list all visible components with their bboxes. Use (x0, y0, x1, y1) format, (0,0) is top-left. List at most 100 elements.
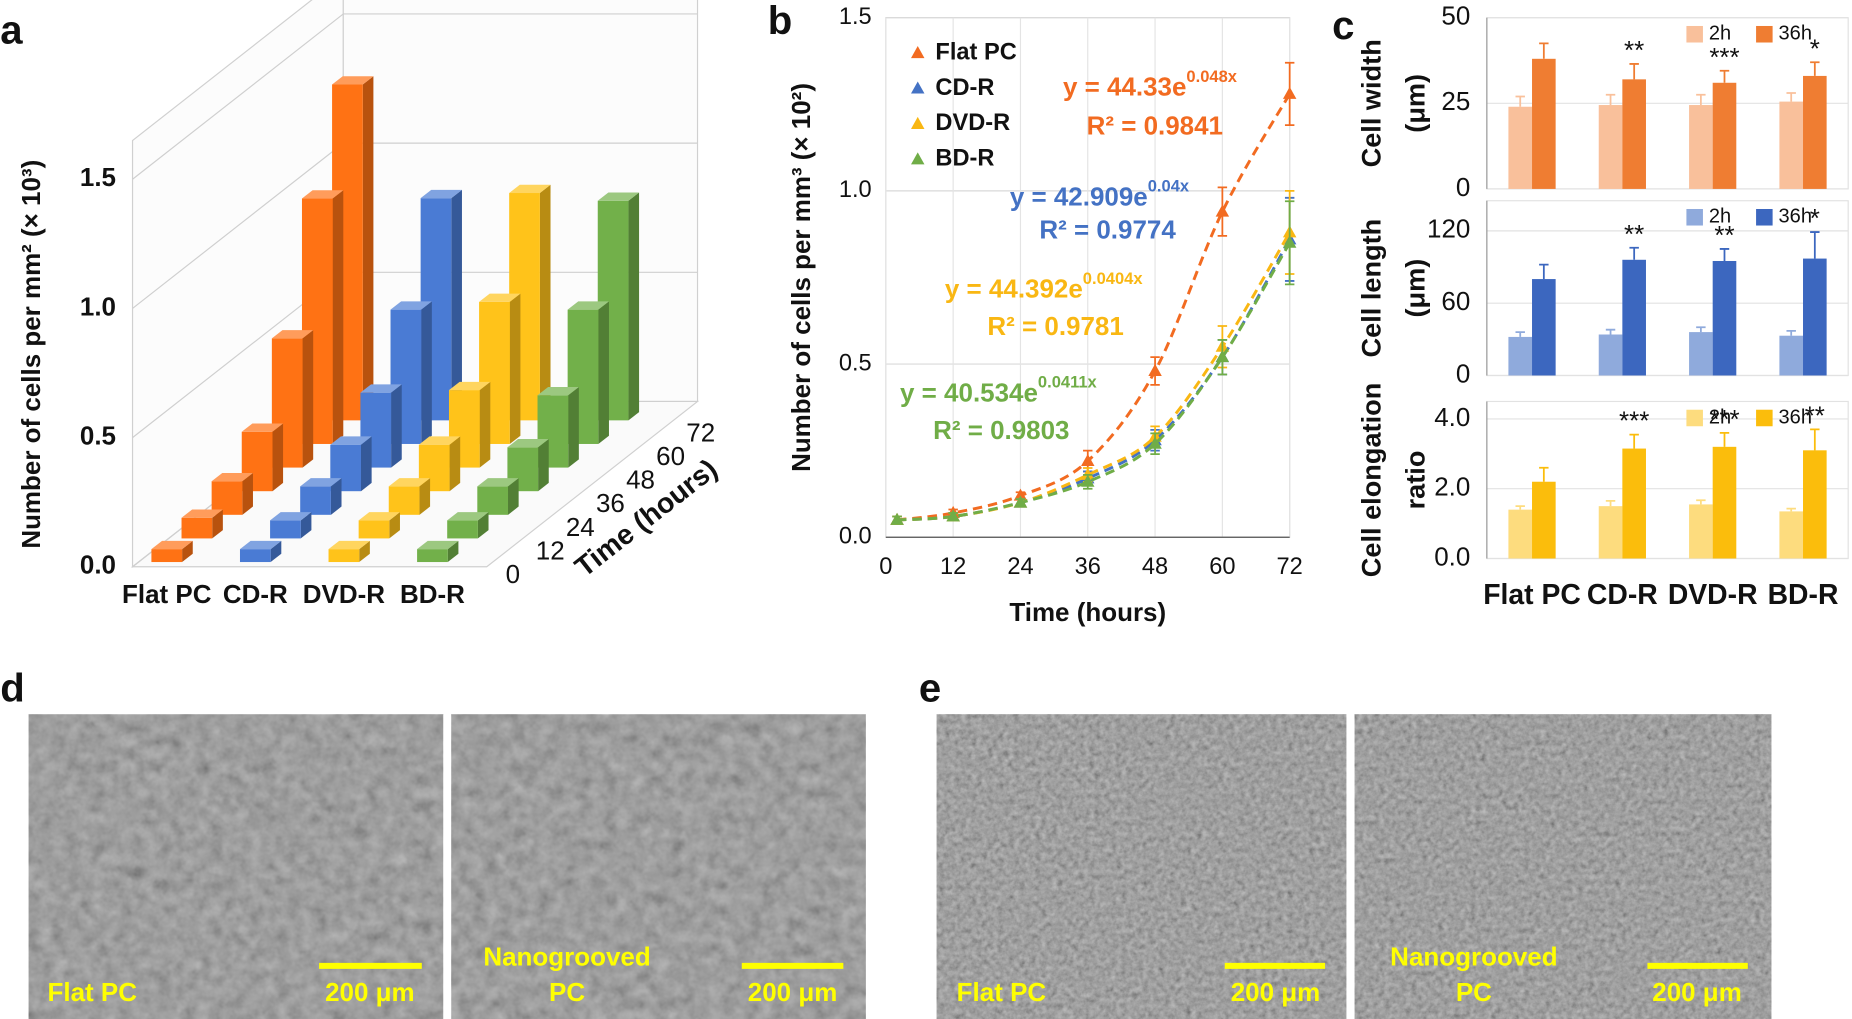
bar (328, 540, 370, 563)
bar-side (568, 386, 579, 468)
bar-side (509, 293, 521, 444)
bar (239, 540, 282, 563)
image-texture (28, 714, 444, 1019)
bar-front (358, 520, 390, 539)
bar-side (391, 384, 402, 468)
bar-top (477, 478, 519, 487)
bar-front (181, 517, 213, 539)
y-tick-label: 25 (1441, 86, 1470, 116)
trend-line (896, 231, 1291, 522)
marker (1081, 453, 1095, 467)
bar (477, 478, 519, 515)
error-bar (1539, 42, 1549, 59)
x-tick-label: 24 (1007, 554, 1033, 580)
panel-letter: c (1332, 3, 1354, 48)
bar-side (479, 381, 491, 468)
trend-line (896, 93, 1291, 522)
bar (1779, 101, 1804, 189)
bar (1622, 259, 1646, 376)
x-tick-label: BD-R (1768, 579, 1839, 611)
legend-swatch (1756, 208, 1773, 226)
y-tick-label: 0 (1456, 172, 1470, 202)
error-bar (1515, 331, 1525, 337)
y-tick-label: 4.0 (1434, 402, 1470, 432)
bar-front (388, 486, 420, 515)
error-bar (1539, 263, 1549, 280)
bar-top (507, 439, 549, 448)
scale-label: 200 μm (748, 977, 838, 1007)
x-axis-label: Time (hours) (1009, 597, 1166, 627)
bar (1598, 105, 1623, 189)
y-axis-label: Cell width (1356, 39, 1387, 167)
grid-line (132, 13, 698, 180)
bar (1803, 75, 1827, 189)
bar (1508, 509, 1533, 559)
marker (1282, 86, 1297, 99)
marker (1282, 235, 1297, 248)
bar-side (598, 301, 609, 444)
bar-top (360, 384, 402, 393)
bar (1598, 506, 1623, 559)
bar-side (212, 509, 223, 539)
bar-top (448, 381, 491, 391)
image-texture (451, 714, 866, 1019)
x-tick-label: DVD-R (1668, 579, 1758, 611)
bar (181, 509, 223, 539)
bar (1689, 105, 1713, 189)
scale-label: 200 μm (325, 977, 415, 1007)
significance: *** (1709, 404, 1739, 434)
bar-top (479, 293, 521, 302)
image-label: PC (549, 977, 585, 1007)
bar-front (239, 549, 271, 563)
bar-side (359, 540, 370, 563)
fit-equation: y = 40.534e0.0411x (900, 373, 1098, 407)
bar (1689, 332, 1713, 376)
fit-base: y = 40.534e (900, 377, 1038, 407)
legend-marker (911, 152, 925, 165)
y-axis-label: (μm) (1399, 259, 1430, 318)
bar-top (597, 192, 640, 201)
y-tick-label: 0.0 (839, 523, 872, 549)
bar-top (418, 436, 461, 445)
legend-label: CD-R (935, 75, 994, 101)
legend-marker (911, 81, 925, 94)
bar-top (211, 472, 253, 482)
panel-letter: d (0, 665, 25, 710)
error-bar (1605, 328, 1616, 335)
error-bar (1810, 231, 1820, 259)
significance: * (1810, 203, 1820, 233)
x-tick-label: 72 (1277, 554, 1303, 580)
bars (151, 76, 640, 563)
bar-front (211, 481, 243, 515)
bar-front (447, 520, 478, 539)
bar-side (447, 540, 459, 563)
fit-r-squared: R² = 0.9781 (987, 311, 1123, 341)
legend-label: DVD-R (935, 110, 1010, 136)
x-tick-label: 36 (1075, 554, 1101, 580)
significance: ** (1624, 219, 1644, 249)
image-label: PC (1456, 977, 1492, 1007)
fit-equation: y = 42.909e0.04x (1010, 177, 1190, 211)
y-axis-label: Number of cells per mm² (× 10³) (16, 160, 46, 549)
bar-side (421, 301, 432, 444)
marker (1215, 204, 1230, 217)
bar (509, 184, 551, 421)
x-tick-label: Flat PC (1483, 579, 1581, 611)
error-bar (1629, 433, 1639, 449)
bar-side (242, 472, 253, 515)
legend-label: 36h (1779, 406, 1812, 428)
bar-top (241, 423, 284, 432)
bar-top (271, 330, 314, 339)
bar-side (361, 436, 372, 492)
bar (1803, 450, 1827, 559)
significance: * (1810, 33, 1820, 63)
error-bar (1696, 499, 1706, 505)
bar (1803, 258, 1827, 376)
bar-top (181, 509, 223, 518)
fit-r-squared: R² = 0.9841 (1087, 110, 1223, 140)
y-tick-label: 0.0 (80, 550, 116, 580)
bar-side (539, 184, 551, 421)
bar (300, 478, 342, 515)
